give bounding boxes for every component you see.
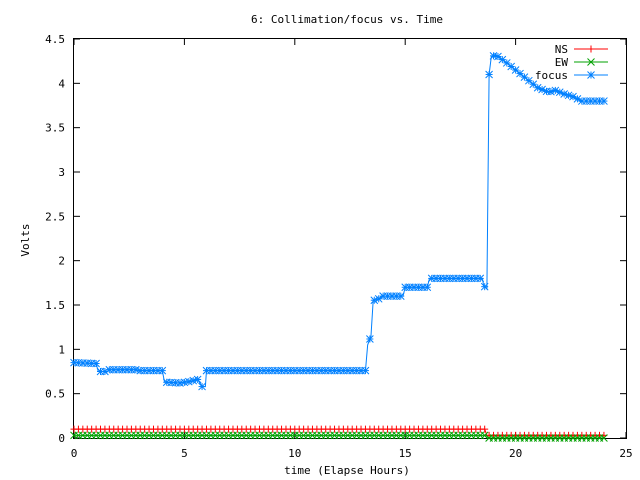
point-marker — [551, 86, 560, 95]
point-marker — [189, 376, 198, 385]
point-marker — [587, 71, 595, 79]
y-tick-label: 2 — [58, 255, 65, 268]
point-marker — [560, 90, 569, 98]
point-marker — [507, 62, 516, 71]
y-tick-label: 3.5 — [45, 122, 65, 135]
point-marker — [587, 58, 595, 66]
point-marker — [547, 87, 555, 96]
point-marker — [480, 431, 489, 440]
x-axis-label: time (Elapse Hours) — [284, 464, 410, 477]
legend-label-ew: EW — [555, 56, 569, 69]
x-tick-label: 25 — [619, 447, 632, 460]
legend-label-ns: NS — [555, 43, 568, 56]
point-marker — [600, 434, 608, 442]
y-tick-label: 3 — [58, 166, 65, 179]
point-marker — [396, 292, 405, 300]
x-tick-label: 15 — [399, 447, 412, 460]
point-marker — [180, 378, 189, 387]
point-marker — [511, 66, 520, 74]
point-marker — [564, 91, 573, 100]
point-marker — [176, 379, 184, 387]
x-tick-label: 10 — [288, 447, 301, 460]
point-marker — [494, 52, 502, 61]
y-axis-label: Volts — [19, 223, 32, 256]
point-marker — [524, 76, 533, 85]
point-marker — [101, 367, 109, 376]
point-marker — [366, 335, 374, 343]
plot-frame — [73, 38, 627, 439]
y-tick-label: 0 — [58, 432, 65, 445]
point-marker — [361, 366, 370, 375]
axis-ticks: 0 5 10 15 20 25 0 0.5 1 1.5 2 2.5 3 3.5 4 4.5 — [45, 33, 633, 460]
point-marker — [198, 382, 206, 391]
point-marker — [529, 80, 538, 89]
point-marker — [423, 283, 432, 292]
point-marker — [516, 69, 524, 78]
legend-label-focus: focus — [535, 69, 568, 82]
point-marker — [600, 97, 608, 105]
point-marker — [485, 70, 493, 79]
point-marker — [481, 425, 489, 433]
series-layer — [70, 51, 608, 442]
series-line — [73, 54, 604, 388]
x-tick-label: 20 — [509, 447, 522, 460]
point-marker — [502, 59, 511, 67]
point-marker — [587, 45, 595, 53]
point-marker — [476, 274, 485, 283]
y-tick-label: 2.5 — [45, 210, 65, 223]
y-tick-label: 1.5 — [45, 299, 65, 312]
point-marker — [555, 88, 564, 97]
series-ew — [70, 431, 608, 442]
series-focus — [70, 51, 608, 391]
y-tick-label: 4 — [58, 77, 65, 90]
y-tick-label: 1 — [58, 343, 65, 356]
chart-title: 6: Collimation/focus vs. Time — [251, 13, 443, 26]
point-marker — [193, 375, 202, 384]
x-tick-label: 0 — [71, 447, 78, 460]
point-marker — [158, 366, 167, 375]
point-marker — [520, 73, 529, 81]
point-marker — [92, 359, 100, 368]
x-tick-label: 5 — [181, 447, 188, 460]
point-marker — [498, 55, 507, 64]
y-tick-label: 0.5 — [45, 388, 65, 401]
y-tick-label: 4.5 — [45, 33, 65, 46]
point-marker — [480, 282, 489, 291]
